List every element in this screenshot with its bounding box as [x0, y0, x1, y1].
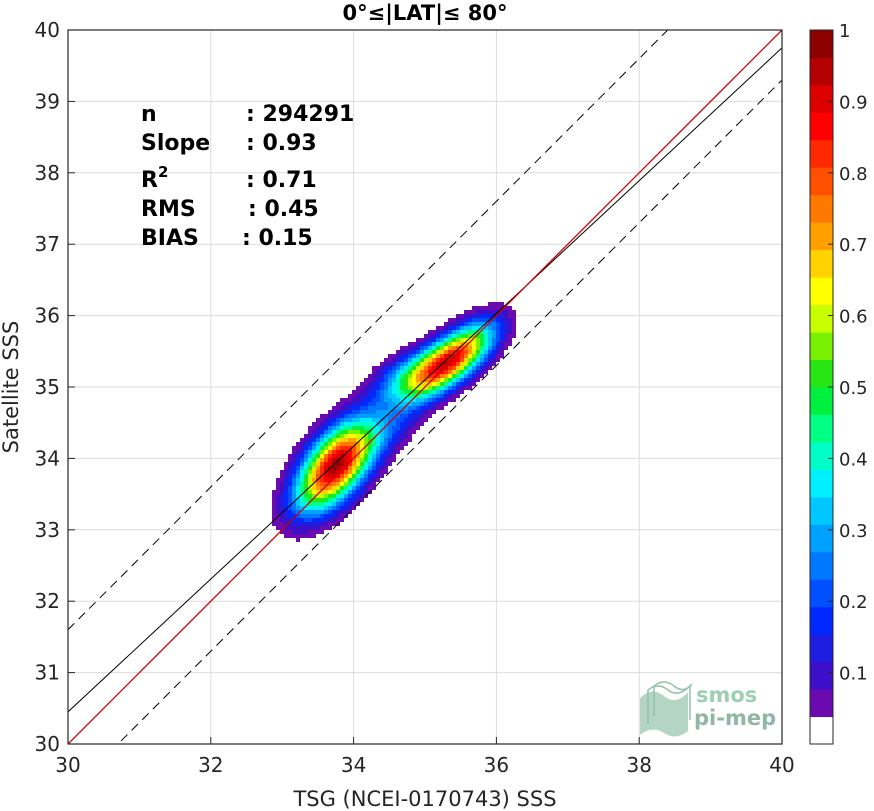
y-tick-label: 32	[35, 589, 60, 613]
colorbar-segment	[810, 222, 833, 251]
x-axis-label: TSG (NCEI-0170743) SSS	[292, 787, 556, 811]
stat-label: BIAS	[141, 226, 199, 251]
x-tick-label: 32	[198, 753, 223, 777]
colorbar-segment	[810, 716, 833, 745]
colorbar-segment	[810, 332, 833, 361]
y-tick-label: 30	[35, 732, 60, 756]
stat-value: : 0.71	[246, 168, 317, 193]
y-axis-label: Satellite SSS	[0, 321, 23, 454]
colorbar-segment	[810, 634, 833, 663]
y-tick-label: 38	[35, 161, 60, 185]
colorbar-segment	[810, 661, 833, 690]
colorbar-segment	[810, 249, 833, 278]
stat-value: : 0.45	[248, 197, 319, 222]
colorbar-segment	[810, 277, 833, 306]
colorbar-segment	[810, 84, 833, 113]
y-tick-label: 33	[35, 518, 60, 542]
colorbar-tick-label: 0.2	[839, 592, 868, 613]
regression-line	[68, 47, 782, 713]
colorbar-segment	[810, 139, 833, 168]
y-tick-label: 37	[35, 232, 60, 256]
colorbar-segment	[810, 689, 833, 718]
stat-value: : 294291	[246, 102, 354, 127]
stat-value: : 0.93	[246, 131, 317, 156]
colorbar-segment	[810, 30, 833, 58]
colorbar-tick-label: 0.8	[839, 164, 868, 185]
x-axis-ticks: 30 32 34 36 38 40	[55, 737, 795, 777]
logo-waves-icon	[640, 681, 693, 737]
colorbar-segment	[810, 551, 833, 580]
y-tick-label: 35	[35, 375, 60, 399]
chart-title: 0°≤|LAT|≤ 80°	[342, 1, 507, 26]
confidence-bound-line	[68, 30, 669, 631]
colorbar-segment	[810, 524, 833, 553]
colorbar-segment	[810, 304, 833, 333]
colorbar: 0.1 0.2 0.3 0.4 0.5 0.6 0.7 0.8 0.9 1	[809, 21, 868, 745]
colorbar-tick-label: 0.1	[839, 664, 868, 685]
colorbar-segment	[810, 194, 833, 223]
colorbar-segment	[810, 167, 833, 196]
colorbar-tick-label: 1	[839, 21, 850, 42]
y-axis-ticks: 30 31 32 33 34 35 36 37 38 39 40	[35, 18, 75, 756]
x-tick-label: 40	[769, 753, 794, 777]
identity-line	[68, 30, 782, 744]
x-tick-label: 38	[626, 753, 651, 777]
y-tick-label: 39	[35, 89, 60, 113]
colorbar-segment	[810, 57, 833, 86]
colorbar-segment	[810, 496, 833, 525]
x-tick-label: 36	[484, 753, 509, 777]
colorbar-segment	[810, 579, 833, 608]
confidence-bound-line	[117, 79, 782, 744]
colorbar-tick-label: 0.6	[839, 307, 868, 328]
density-level-20	[316, 346, 468, 486]
colorbar-tick-label: 0.7	[839, 235, 868, 256]
y-tick-label: 34	[35, 446, 60, 470]
colorbar-segment	[810, 112, 833, 141]
watermark-logo: smos pi-mep	[640, 681, 776, 737]
colorbar-tick-label: 0.9	[839, 92, 868, 113]
stat-label: Slope	[141, 131, 210, 156]
reference-lines	[68, 30, 782, 744]
colorbar-tick-label: 0.4	[839, 449, 868, 470]
density-level-25	[332, 462, 340, 470]
logo-text-smos: smos	[696, 683, 757, 707]
y-tick-label: 40	[35, 18, 60, 42]
colorbar-tick-label: 0.5	[839, 378, 868, 399]
stat-label: RMS	[141, 197, 196, 222]
y-tick-label: 31	[35, 661, 60, 685]
stat-label: n	[141, 102, 157, 127]
x-tick-label: 34	[341, 753, 366, 777]
colorbar-tick-label: 0.3	[839, 521, 868, 542]
y-tick-label: 36	[35, 304, 60, 328]
colorbar-segment	[810, 387, 833, 415]
x-tick-label: 30	[55, 753, 80, 777]
colorbar-segment	[810, 441, 833, 470]
colorbar-segment	[810, 469, 833, 498]
colorbar-segment	[810, 414, 833, 443]
colorbar-segment	[810, 359, 833, 388]
stat-value: : 0.15	[242, 226, 313, 251]
colorbar-segment	[810, 606, 833, 635]
logo-text-pimep: pi-mep	[694, 706, 776, 730]
